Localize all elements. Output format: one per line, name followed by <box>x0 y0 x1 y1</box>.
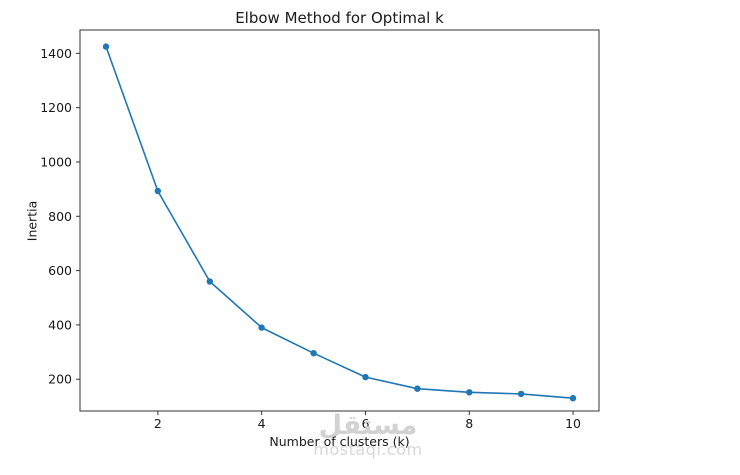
y-tick-label: 400 <box>48 317 72 332</box>
y-tick-label: 1400 <box>40 46 72 61</box>
x-axis-label: Number of clusters (k) <box>269 434 410 449</box>
data-point-marker <box>466 389 473 396</box>
y-tick-label: 800 <box>48 209 72 224</box>
x-tick-label: 4 <box>258 416 266 431</box>
x-tick-label: 8 <box>465 416 473 431</box>
axes-spines <box>79 29 600 412</box>
x-tick-label: 2 <box>154 416 162 431</box>
data-point-marker <box>206 278 213 285</box>
data-point-marker <box>517 390 525 398</box>
data-point-marker <box>569 395 577 402</box>
data-point-marker <box>414 385 421 392</box>
x-tick-label: 6 <box>361 416 369 431</box>
data-point-marker <box>154 187 161 195</box>
data-point-marker <box>310 350 317 357</box>
y-tick-label: 1000 <box>40 154 72 169</box>
y-tick-label: 1200 <box>40 100 72 115</box>
chart-title: Elbow Method for Optimal k <box>235 9 444 27</box>
data-line <box>105 46 574 399</box>
y-tick-label: 600 <box>48 263 72 278</box>
x-tick-label: 10 <box>565 416 581 431</box>
data-point-marker <box>102 43 110 50</box>
data-point-marker <box>362 373 369 381</box>
y-tick-label: 200 <box>48 372 72 387</box>
data-point-marker <box>258 324 265 331</box>
